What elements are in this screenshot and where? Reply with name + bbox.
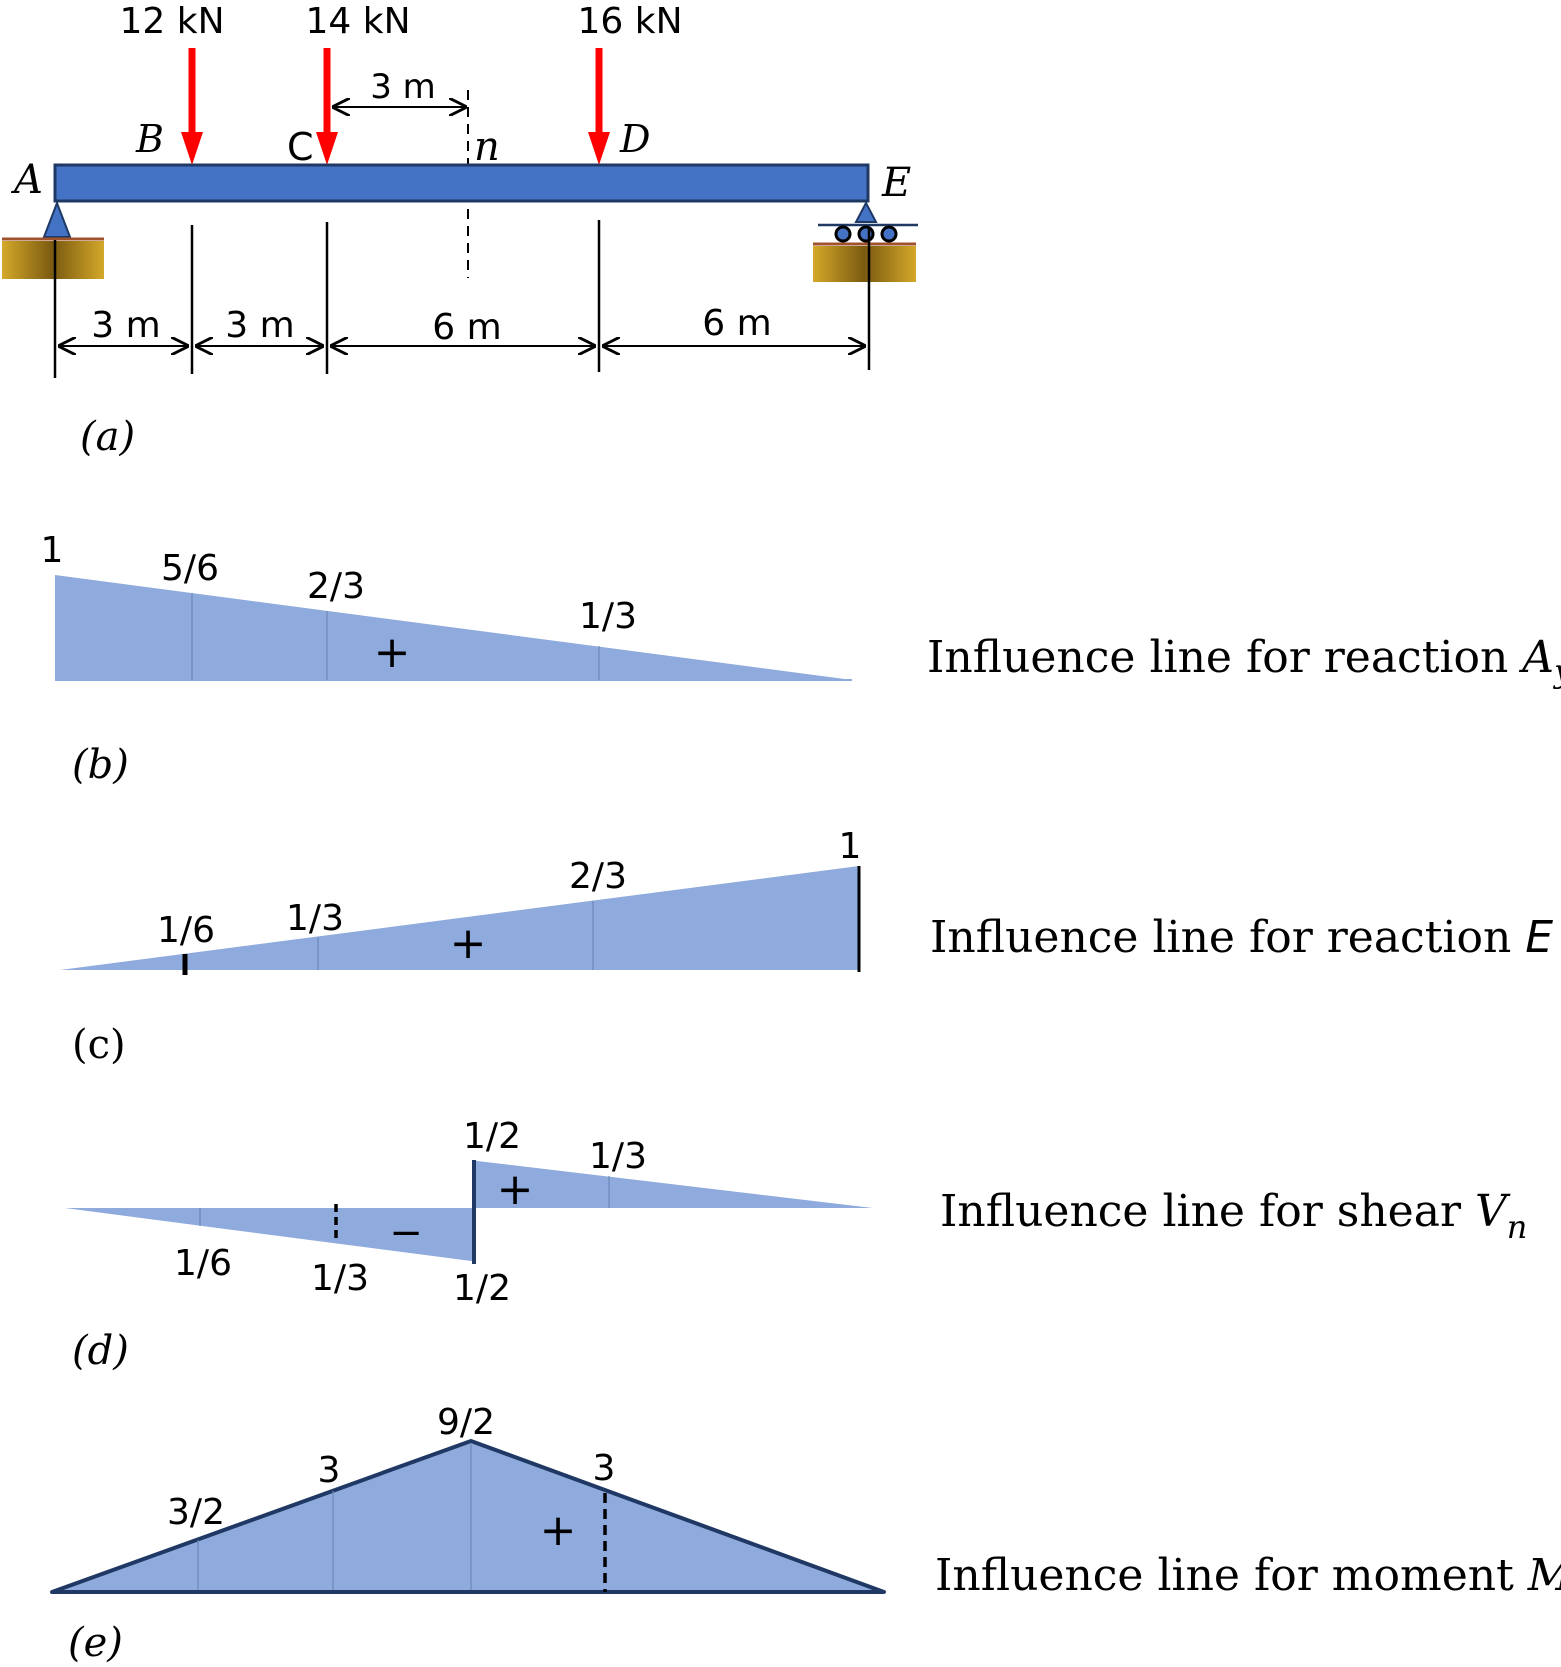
ay-ordinate-b: 5/6 <box>161 548 219 589</box>
load-label-12kn: 12 kN <box>119 1 224 42</box>
vn-sign-minus: − <box>389 1210 423 1256</box>
caption-e: Influence line for reaction E <box>930 912 1553 963</box>
roller-support-e <box>813 200 918 282</box>
vn-ordinate-n-pos: 1/2 <box>463 1116 521 1157</box>
mn-ordinate-b: 3/2 <box>167 1492 225 1533</box>
panel-label-a: (a) <box>80 414 135 460</box>
ay-sign-plus: + <box>374 627 411 678</box>
ay-ordinate-c: 2/3 <box>307 566 365 607</box>
point-label-a: A <box>10 157 43 203</box>
ay-ordinate-d: 1/3 <box>579 596 637 637</box>
panel-label-d: (d) <box>72 1328 129 1374</box>
e-ordinate-e: 1 <box>839 826 862 867</box>
e-ordinate-d: 2/3 <box>569 856 627 897</box>
load-arrow-c <box>316 48 338 165</box>
mn-sign-plus: + <box>540 1505 577 1556</box>
dim-label-c-to-n: 3 m <box>370 67 436 107</box>
mn-ordinate-d: 3 <box>593 1448 616 1489</box>
e-ordinate-b: 1/6 <box>157 910 215 951</box>
panel-label-c: (c) <box>72 1022 126 1068</box>
mn-ordinate-c: 3 <box>318 1450 341 1491</box>
point-label-e: E <box>881 160 911 206</box>
e-sign-plus: + <box>450 918 487 969</box>
caption-ay: Influence line for reaction Ay <box>927 632 1561 690</box>
dim-label-bc: 3 m <box>225 305 294 346</box>
il-e-area <box>60 866 859 970</box>
dim-label-ab: 3 m <box>91 305 160 346</box>
dimension-extension-lines <box>53 220 871 378</box>
point-label-d: D <box>619 117 650 161</box>
dim-label-de: 6 m <box>702 303 771 344</box>
pin-support-a <box>2 200 104 279</box>
point-label-b: B <box>135 117 164 161</box>
mn-ordinate-n: 9/2 <box>437 1402 495 1443</box>
load-arrow-b <box>181 48 203 165</box>
vn-sign-plus: + <box>497 1164 534 1215</box>
il-mn-area <box>50 1439 886 1594</box>
ay-ordinate-a: 1 <box>41 530 64 571</box>
load-label-16kn: 16 kN <box>577 1 682 42</box>
panel-label-b: (b) <box>72 742 129 788</box>
influence-line-e: 1/6 1/3 2/3 1 + Influence line for react… <box>60 826 1553 1068</box>
load-arrow-d <box>588 48 610 165</box>
vn-ordinate-c-neg: 1/3 <box>311 1258 369 1299</box>
beam-diagram: 12 kN 14 kN 16 kN 3 m A B C n D E <box>2 1 918 460</box>
vn-ordinate-n-neg: 1/2 <box>453 1268 511 1309</box>
load-label-14kn: 14 kN <box>305 1 410 42</box>
dim-label-cd: 6 m <box>432 307 501 348</box>
vn-ordinate-d-pos: 1/3 <box>589 1136 647 1177</box>
influence-line-vn: 1/6 1/3 1/2 1/2 1/3 + − Influence line f… <box>59 1116 1527 1374</box>
influence-line-mn: 3/2 3 9/2 3 + Influence line for moment … <box>50 1402 1561 1666</box>
vn-ordinate-b-neg: 1/6 <box>174 1243 232 1284</box>
caption-mn: Influence line for moment Mn <box>935 1550 1561 1610</box>
beam <box>53 163 870 203</box>
panel-label-e: (e) <box>68 1620 123 1666</box>
point-label-n: n <box>474 124 500 170</box>
point-label-c: C <box>287 125 314 169</box>
e-ordinate-c: 1/3 <box>286 898 344 939</box>
influence-line-ay: 1 5/6 2/3 1/3 + Influence line for react… <box>41 530 1561 788</box>
caption-vn: Influence line for shear Vn <box>940 1186 1527 1246</box>
il-ay-area <box>55 575 852 680</box>
